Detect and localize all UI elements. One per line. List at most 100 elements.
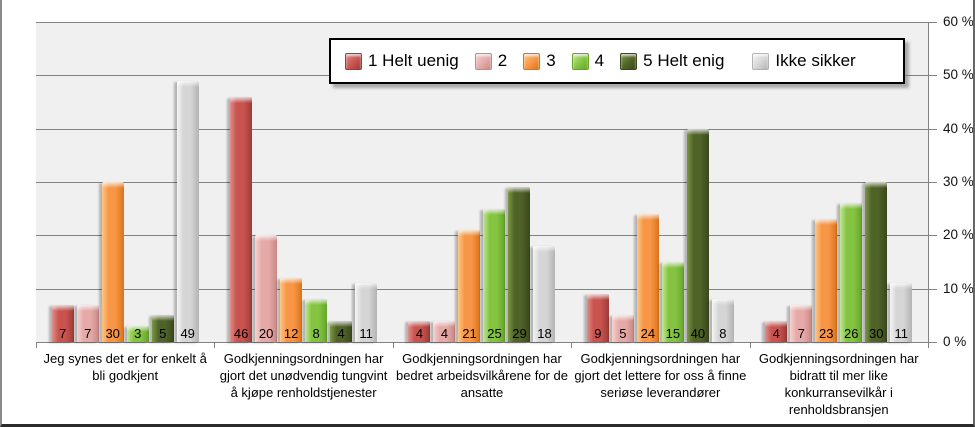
bar-2: 4 (433, 320, 456, 342)
bar-2: 5 (611, 315, 634, 342)
bar-5-helt-enig: 5 (151, 315, 174, 342)
legend-label: Ikke sikker (775, 51, 856, 70)
legend: 1 Helt uenig 2 3 4 5 Helt enig Ikke sikker (329, 38, 905, 84)
bar-value-label: 8 (719, 326, 727, 341)
bar-2: 7 (790, 304, 813, 342)
bar-value-label: 12 (283, 326, 299, 341)
gridline-20 (36, 235, 928, 237)
bar-3: 24 (636, 214, 659, 342)
bar-value-label: 9 (594, 326, 602, 341)
bar-value-label: 49 (180, 326, 195, 341)
bar-4: 26 (840, 203, 863, 342)
bar-group: 4 4 21 25 29 18 (393, 22, 571, 342)
bar-5-helt-enig: 4 (330, 320, 353, 342)
bar-groups-layer: 7 7 30 3 5 49 46 20 12 8 4 11 4 4 21 25 29 18 9 5 24 15 40 8 4 7 2… (36, 22, 928, 342)
legend-label: 5 Helt enig (643, 51, 725, 70)
bar-value-label: 7 (84, 326, 92, 341)
y-axis-label: 20 % (943, 227, 974, 243)
bar-1-helt-uenig: 4 (765, 320, 788, 342)
bar-2: 20 (255, 235, 278, 342)
bar-3: 23 (815, 219, 838, 342)
bar-3: 21 (458, 230, 481, 342)
legend-item: 1 Helt uenig (345, 51, 459, 71)
bar-ikke-sikker: 11 (355, 283, 378, 342)
bar-4: 3 (126, 326, 149, 342)
bar-5-helt-enig: 29 (508, 187, 531, 342)
bar-value-label: 25 (487, 326, 502, 341)
bar-value-label: 3 (134, 326, 142, 341)
bar-2: 7 (76, 304, 99, 342)
y-axis-line (928, 22, 929, 347)
bar-4: 25 (483, 208, 506, 342)
category-label: Jeg synes det er for enkelt å bli godkje… (43, 351, 207, 383)
category-label: Godkjenningsordningen har bedret arbeids… (395, 351, 568, 400)
gridline-60 (36, 22, 928, 23)
bar-value-label: 26 (844, 326, 859, 341)
x-axis-tick (392, 343, 394, 348)
bar-value-label: 4 (415, 326, 424, 341)
y-axis-label: 40 % (943, 120, 974, 136)
bar-value-label: 4 (337, 326, 345, 341)
bar-value-label: 46 (233, 326, 249, 341)
y-axis-tick (928, 128, 937, 130)
bar-value-label: 7 (59, 326, 67, 341)
y-axis-label: 0 % (943, 334, 967, 349)
legend-swatch-icon (523, 52, 541, 70)
bar-value-label: 40 (690, 326, 706, 341)
bar-1-helt-uenig: 9 (586, 294, 609, 342)
bar-4: 15 (661, 262, 684, 342)
bar-group: 4 7 23 26 30 11 (750, 22, 928, 342)
bar-value-label: 21 (462, 326, 477, 341)
x-axis-tick (214, 343, 216, 348)
x-axis-tick (36, 343, 37, 348)
category-axis: Jeg synes det er for enkelt å bli godkje… (36, 350, 928, 418)
bar-value-label: 7 (797, 326, 805, 341)
bar-3: 30 (101, 182, 124, 342)
bar-group: 9 5 24 15 40 8 (571, 22, 749, 342)
y-axis-tick (928, 235, 937, 237)
bar-value-label: 30 (869, 326, 884, 341)
legend-item: 5 Helt enig (620, 51, 724, 71)
y-axis-label: 60 % (943, 14, 974, 29)
y-axis-label: 10 % (943, 280, 974, 296)
bar-value-label: 5 (619, 326, 627, 341)
bar-5-helt-enig: 30 (865, 182, 888, 342)
y-axis-label: 30 % (943, 174, 974, 189)
bar-ikke-sikker: 11 (890, 283, 913, 342)
legend-swatch-icon (345, 52, 362, 70)
category-label: Godkjenningsordningen har gjort det lett… (574, 351, 747, 400)
legend-label: 2 (497, 51, 508, 70)
legend-swatch-icon (620, 52, 638, 70)
x-axis-tick (571, 343, 573, 348)
bar-value-label: 23 (819, 326, 834, 341)
legend-item: 4 (571, 51, 605, 71)
bar-value-label: 4 (440, 326, 449, 341)
y-axis-tick (928, 288, 937, 290)
bar-4: 8 (305, 299, 328, 342)
bar-value-label: 8 (312, 326, 320, 341)
legend-item: 3 (523, 51, 556, 71)
bar-value-label: 5 (159, 326, 167, 341)
legend-label: 4 (594, 51, 605, 70)
bar-1-helt-uenig: 7 (51, 304, 74, 342)
bar-value-label: 11 (894, 326, 909, 341)
bar-value-label: 4 (772, 326, 780, 341)
gridline-40 (36, 128, 928, 130)
legend-swatch-icon (752, 52, 770, 70)
x-axis-tick (749, 343, 751, 348)
legend-label: 1 Helt uenig (368, 51, 459, 70)
bar-1-helt-uenig: 4 (408, 320, 431, 342)
bar-value-label: 24 (640, 326, 656, 341)
legend-item: 2 (474, 51, 508, 71)
gridline-10 (36, 288, 928, 290)
gridline-30 (36, 182, 928, 183)
bar-ikke-sikker: 49 (176, 80, 199, 342)
category-label: Godkjenningsordningen har gjort det unød… (219, 351, 388, 400)
y-axis-tick (928, 22, 937, 23)
bar-group: 7 7 30 3 5 49 (36, 22, 214, 342)
bar-value-label: 18 (537, 326, 552, 341)
y-axis-tick (928, 342, 937, 343)
legend-item: Ikke sikker (752, 51, 856, 71)
bar-ikke-sikker: 18 (533, 246, 556, 342)
y-axis-tick (928, 75, 937, 77)
